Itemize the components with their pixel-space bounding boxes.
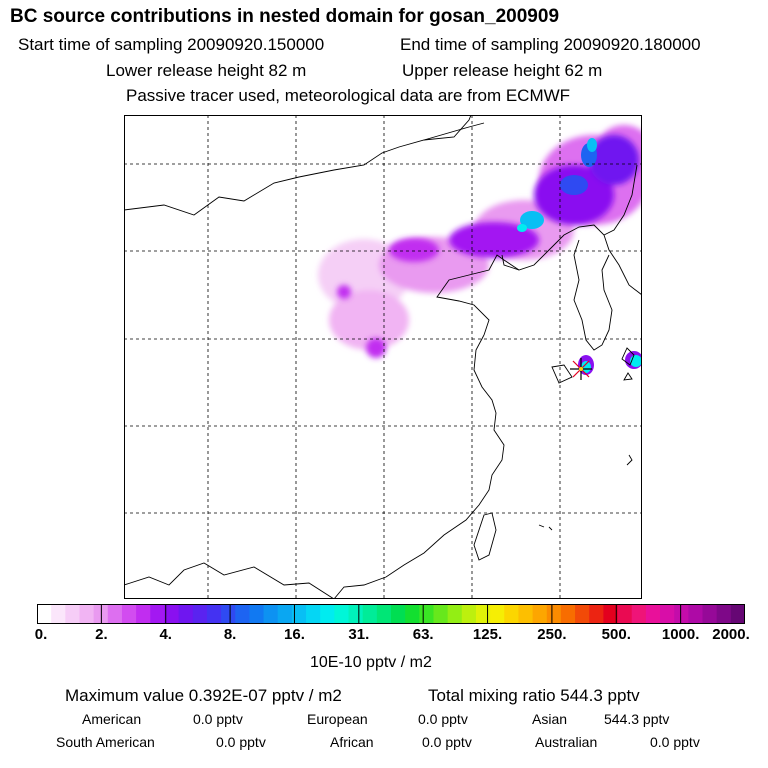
color-scale-swatch: [206, 604, 222, 624]
color-scale-border: [37, 604, 745, 624]
color-scale-swatch: [688, 604, 704, 624]
color-scale-swatch: [433, 604, 449, 624]
australian-value: 0.0 pptv: [650, 734, 700, 750]
color-scale-tick-label: 31.: [348, 626, 370, 643]
african-value: 0.0 pptv: [422, 734, 472, 750]
color-scale-unit: 10E-10 pptv / m2: [310, 654, 432, 671]
tracer-note: Passive tracer used, meteorological data…: [126, 86, 571, 105]
color-scale-swatch: [702, 604, 718, 624]
color-scale-swatch: [362, 604, 378, 624]
american-value: 0.0 pptv: [193, 711, 243, 727]
european-value: 0.0 pptv: [418, 711, 468, 727]
color-scale-swatch: [730, 604, 745, 624]
color-scale-swatch: [475, 604, 491, 624]
color-scale-tick-label: 8.: [223, 626, 237, 643]
african-label: African: [330, 734, 374, 750]
max-value: Maximum value 0.392E-07 pptv / m2: [65, 686, 342, 705]
color-scale-swatch: [263, 604, 279, 624]
color-scale-tick-label: 125.: [472, 626, 503, 643]
color-scale-tick-label: 0.: [34, 626, 48, 643]
color-scale-swatch: [79, 604, 95, 624]
color-scale-swatch: [37, 604, 52, 624]
color-scale-swatch: [490, 604, 505, 624]
upper-release-height: Upper release height 62 m: [402, 61, 603, 80]
color-scale-swatch: [121, 604, 137, 624]
color-scale-swatch: [617, 604, 633, 624]
color-scale-tick-label: 63.: [412, 626, 434, 643]
south-american-value: 0.0 pptv: [216, 734, 266, 750]
color-scale-swatch: [504, 604, 520, 624]
color-scale-swatch: [645, 604, 661, 624]
color-scale-swatch: [560, 604, 576, 624]
color-scale-swatch: [320, 604, 335, 624]
coastlines: [124, 115, 642, 599]
color-scale-swatch: [277, 604, 293, 624]
color-scale-tick-label: 2.: [95, 626, 108, 643]
color-scale-tick-label: 4.: [159, 626, 172, 643]
color-scale-swatch: [221, 604, 236, 624]
color-scale-swatch: [150, 604, 166, 624]
source-contribution-map: [124, 115, 642, 599]
color-scale-swatch: [235, 604, 250, 624]
color-scale-swatch: [674, 604, 689, 624]
color-scale-swatch: [546, 604, 562, 624]
color-scale-swatch: [291, 604, 307, 624]
color-scale-swatch: [631, 604, 647, 624]
color-scale-swatch: [419, 604, 435, 624]
color-scale-swatch: [532, 604, 548, 624]
color-scale-bar: [37, 604, 745, 624]
asian-label: Asian: [532, 711, 568, 727]
color-scale-swatch: [716, 604, 732, 624]
color-scale-swatch: [164, 604, 180, 624]
color-scale-swatch: [376, 604, 392, 624]
color-scale-swatch: [136, 604, 151, 624]
color-scale-tick-label: 250.: [537, 626, 567, 643]
color-scale-swatch: [348, 604, 364, 624]
color-scale-swatch: [107, 604, 123, 624]
european-label: European: [307, 711, 368, 727]
color-scale-swatch: [51, 604, 66, 624]
end-time-label: End time of sampling 20090920.180000: [400, 35, 701, 54]
color-scale-tick-label: 1000.: [661, 626, 700, 643]
receptor-marker: [570, 358, 592, 380]
color-scale-swatch: [575, 604, 590, 624]
asian-value: 544.3 pptv: [604, 711, 670, 727]
australian-label: Australian: [535, 734, 598, 750]
color-scale-swatch: [249, 604, 265, 624]
color-scale-tick-label: 16.: [284, 626, 305, 643]
color-scale-swatch: [334, 604, 350, 624]
color-scale-tick-label: 2000.: [712, 626, 750, 643]
total-mixing-ratio: Total mixing ratio 544.3 pptv: [428, 686, 640, 705]
color-scale-tick-label: 500.: [601, 626, 631, 643]
color-scale-swatch: [391, 604, 406, 624]
map-title: BC source contributions in nested domain…: [10, 6, 560, 27]
color-scale-swatch: [660, 604, 675, 624]
color-scale-swatch: [589, 604, 604, 624]
color-scale-swatch: [603, 604, 619, 624]
south-american-label: South American: [56, 734, 155, 750]
color-scale-swatch: [405, 604, 420, 624]
color-scale-swatch: [461, 604, 477, 624]
color-scale-swatch: [178, 604, 194, 624]
color-scale-swatch: [518, 604, 534, 624]
color-scale-swatch: [192, 604, 208, 624]
color-scale-swatch: [447, 604, 463, 624]
color-scale-swatch: [306, 604, 321, 624]
color-scale-swatch: [65, 604, 81, 624]
start-time-label: Start time of sampling 20090920.150000: [18, 35, 325, 54]
american-label: American: [82, 711, 142, 727]
lower-release-height: Lower release height 82 m: [106, 61, 307, 80]
plume-layer: [318, 125, 642, 375]
lat-lon-grid: [124, 115, 642, 599]
